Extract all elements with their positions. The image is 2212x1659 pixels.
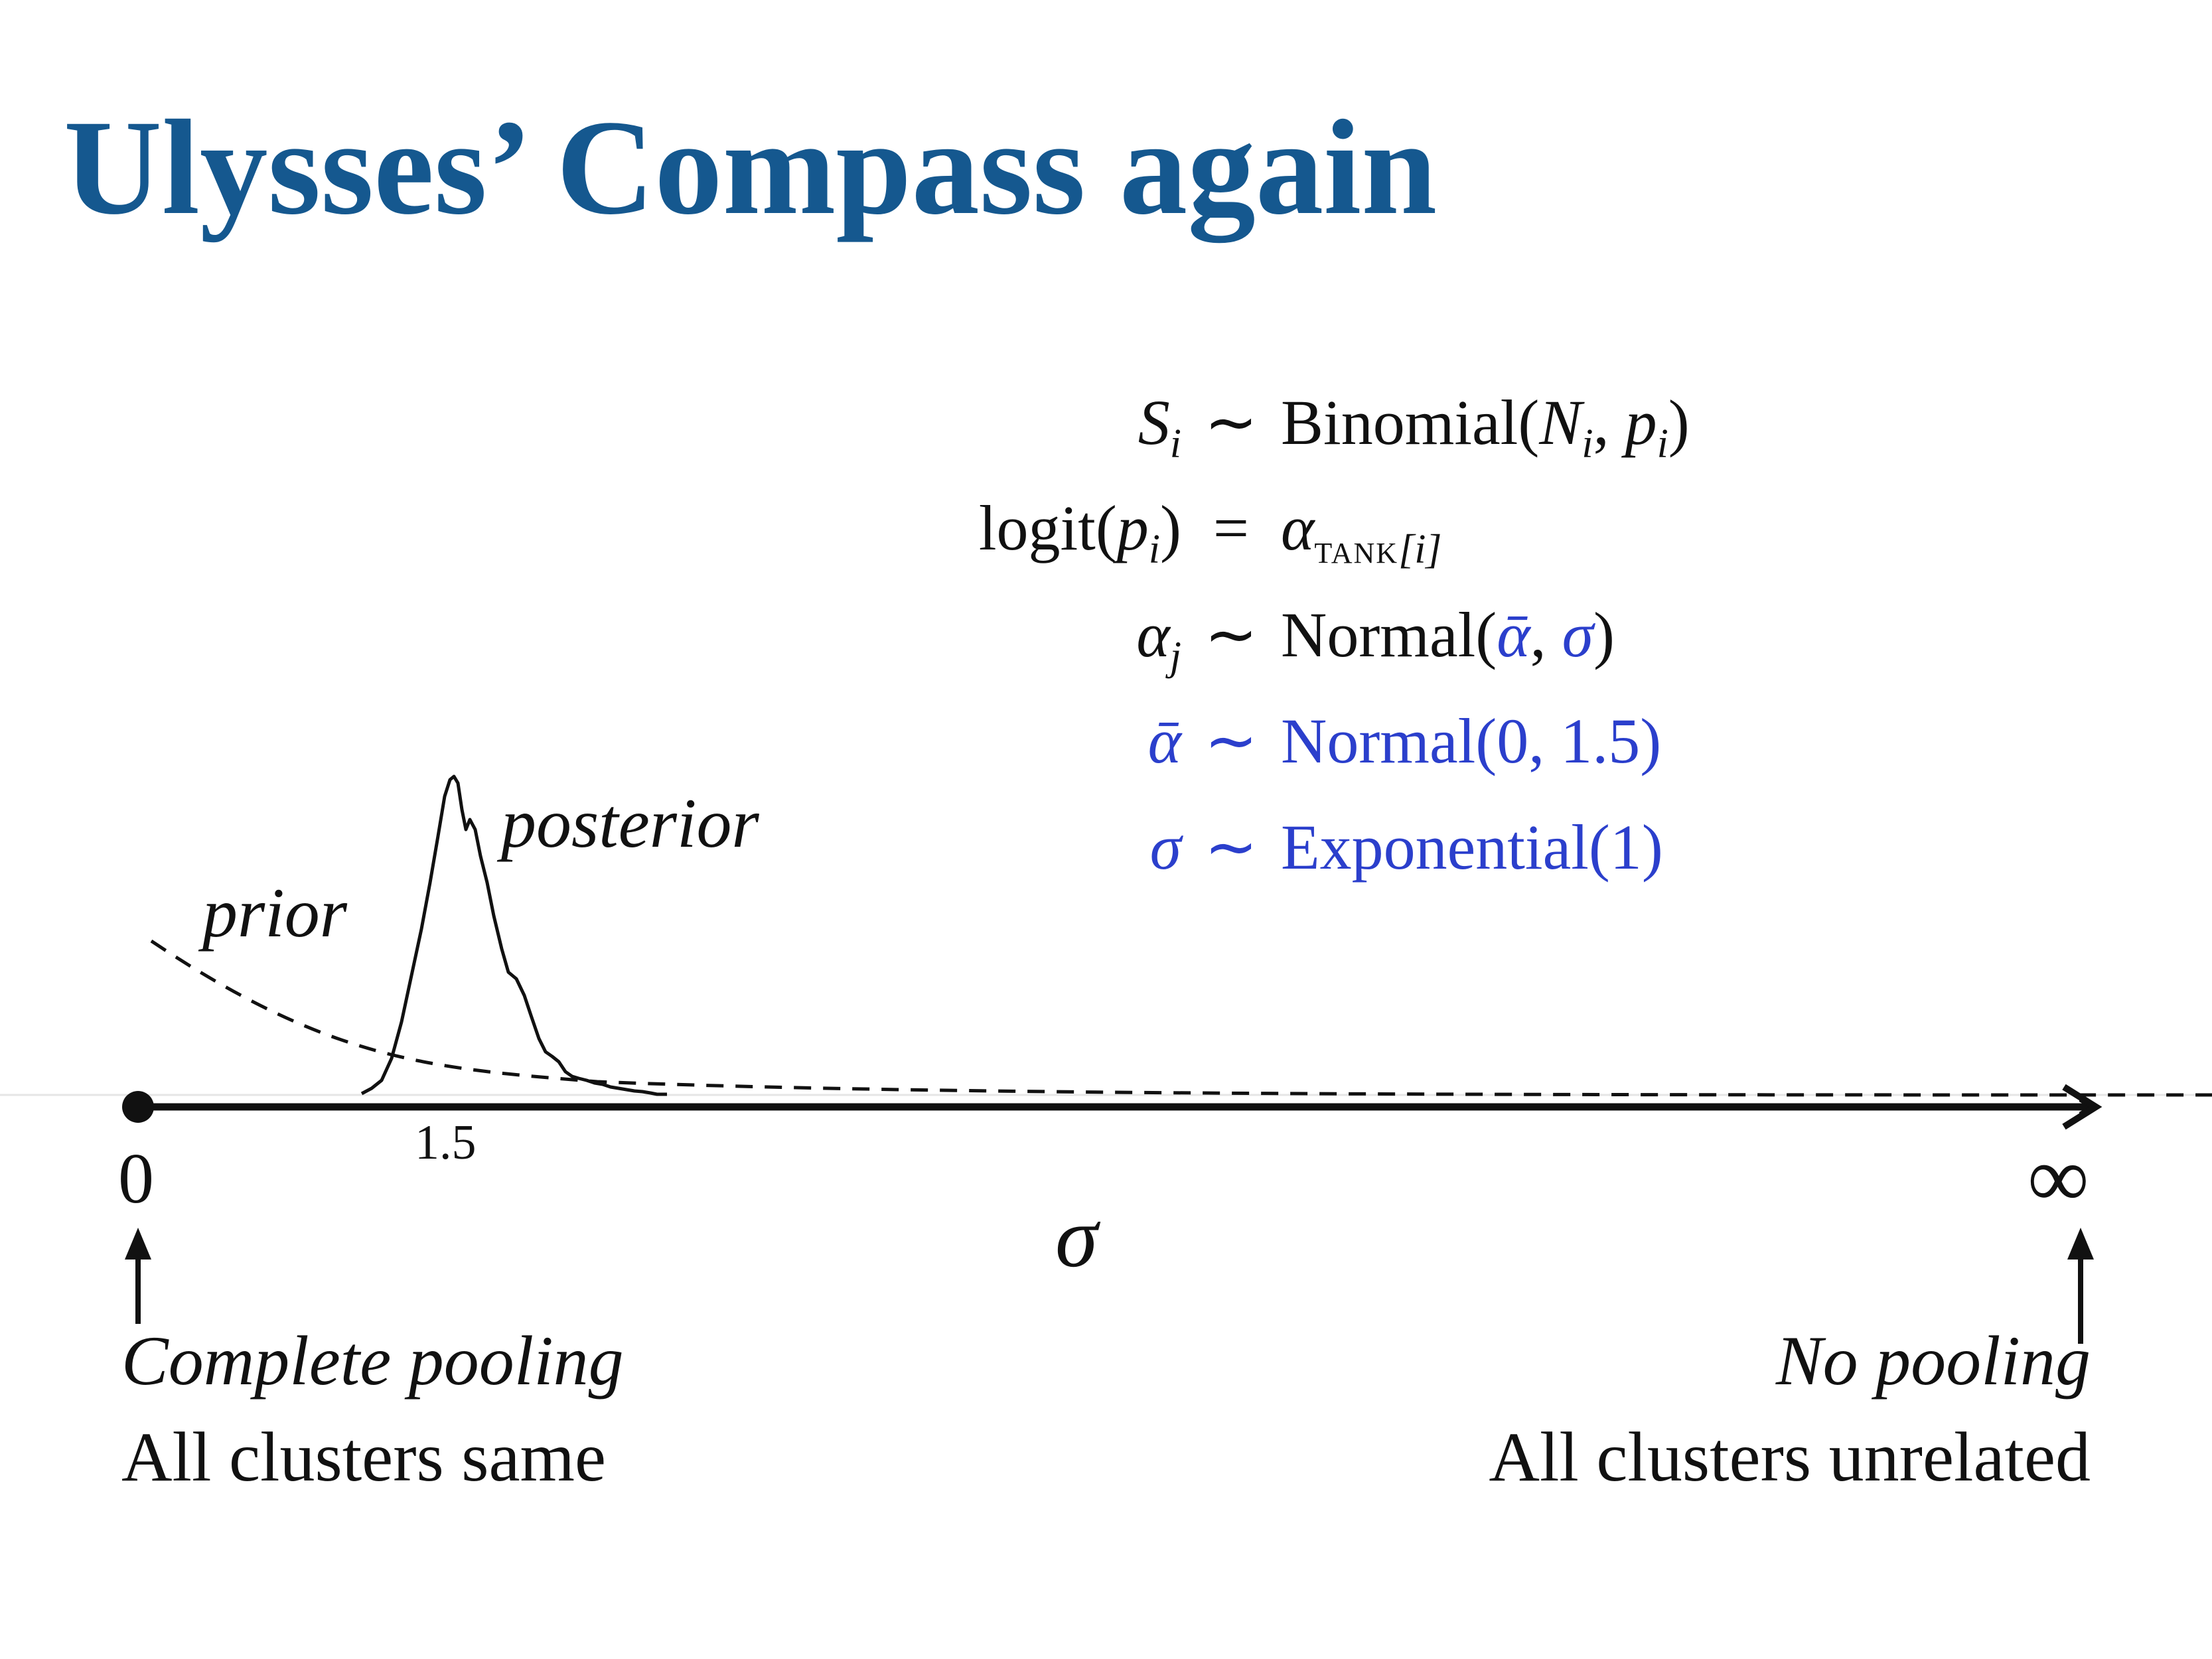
equation-link: logit(pi) = αTANK[i] [978,492,1442,573]
axis-tick-label: 1.5 [415,1116,477,1170]
equation-likelihood: Si ∼ Binomial(Ni, pi) [1138,387,1690,467]
equation-alpha-bar-prior: ᾱ ∼ Normal(0, 1.5) [1147,705,1662,776]
axis-origin-dot [122,1091,154,1123]
sigma-axis-arrowhead [2062,1084,2102,1130]
posterior-curve [360,774,667,1096]
equation-adaptive-prior: αj ∼ Normal(ᾱ, σ) [1136,599,1615,680]
posterior-label: posterior [501,784,759,862]
prior-label: prior [202,874,347,952]
slide-title: Ulysses’ Compass again [64,92,1438,243]
left-caption-all-clusters-same: All clusters same [121,1418,607,1496]
right-caption-all-clusters-unrelated: All clusters unrelated [1489,1418,2091,1496]
right-caption-no-pooling: No pooling [1775,1322,2091,1400]
axis-infinity-label: ∞ [2028,1130,2089,1226]
axis-sigma-label: σ [1055,1190,1098,1285]
prior-curve [150,939,2212,1097]
left-caption-complete-pooling: Complete pooling [121,1322,624,1400]
axis-zero-label: 0 [118,1139,154,1218]
equation-sigma-prior: σ ∼ Exponential(1) [1149,812,1663,883]
